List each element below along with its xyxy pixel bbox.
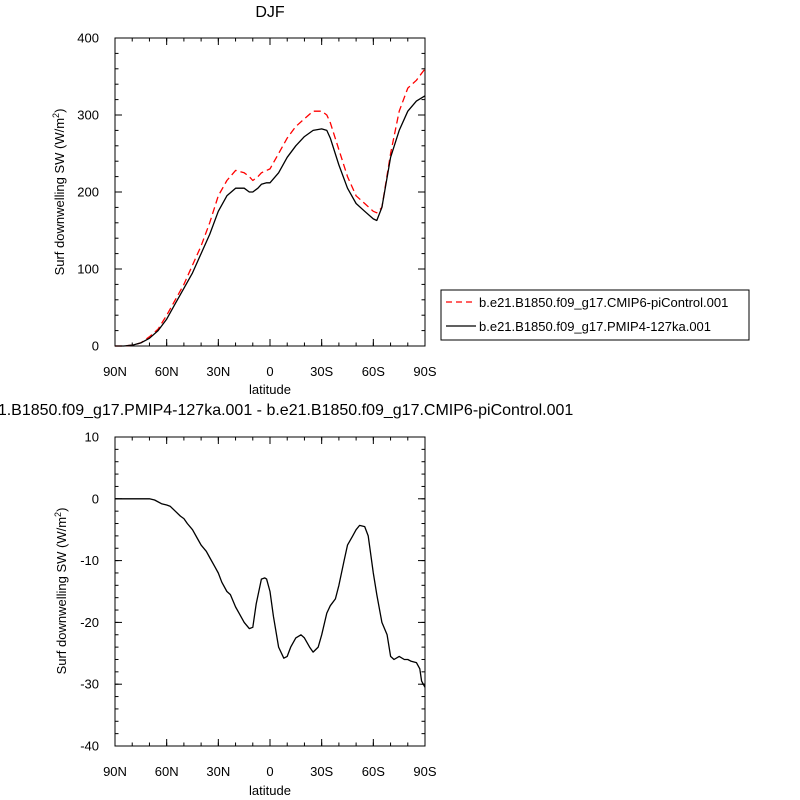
- bottom-chart-title: b.e21.B1850.f09_g17.PMIP4-127ka.001 - b.…: [0, 402, 573, 419]
- bottom-y-tick-label: 0: [92, 491, 99, 506]
- top-y-axis-label: Surf downwelling SW (W/m2): [51, 109, 67, 276]
- top-plot-frame: [114, 37, 426, 347]
- top-y-tick-label: 400: [77, 31, 99, 46]
- bottom-x-axis-label: latitude: [249, 783, 291, 798]
- top-y-tick-label: 200: [77, 185, 99, 200]
- legend-box: [440, 289, 750, 341]
- top-x-tick-label: 30S: [310, 364, 333, 379]
- bottom-panel: b.e21.B1850.f09_g17.PMIP4-127ka.001 - b.…: [0, 402, 573, 798]
- top-x-tick-label: 30N: [206, 364, 230, 379]
- top-x-axis-label: latitude: [249, 382, 291, 397]
- top-x-tick-label: 90N: [103, 364, 127, 379]
- bottom-x-tick-label: 30S: [310, 764, 333, 779]
- bottom-axis-ticks: 90N 60N 30N 0 30S 60S 90S -40 -30 -20 -10 0 10: [80, 430, 437, 780]
- bottom-y-tick-label: -40: [80, 739, 99, 754]
- bottom-x-tick-label: 60N: [155, 764, 179, 779]
- top-x-tick-label: 0: [266, 364, 273, 379]
- bottom-y-tick-label: 10: [85, 430, 99, 445]
- bottom-x-tick-label: 90N: [103, 764, 127, 779]
- top-x-tick-label: 60S: [362, 364, 385, 379]
- bottom-series-lines: [115, 498, 426, 688]
- bottom-x-tick-label: 90S: [413, 764, 436, 779]
- bottom-y-tick-label: -10: [80, 553, 99, 568]
- top-series-line-2: [115, 95, 426, 347]
- legend-label-127ka: b.e21.B1850.f09_g17.PMIP4-127ka.001: [479, 319, 711, 334]
- top-series-lines: [115, 68, 426, 347]
- bottom-y-tick-label: -30: [80, 677, 99, 692]
- top-series-line-1: [115, 68, 426, 347]
- bottom-x-tick-label: 60S: [362, 764, 385, 779]
- top-x-tick-label: 60N: [155, 364, 179, 379]
- top-axis-ticks: 90N 60N 30N 0 30S 60S 90S 0 100 200 300 400: [77, 31, 437, 380]
- bottom-x-tick-label: 0: [266, 764, 273, 779]
- bottom-y-tick-label: -20: [80, 615, 99, 630]
- bottom-series-line-1: [115, 498, 426, 688]
- bottom-y-axis-label: Surf downwelling SW (W/m2): [53, 508, 69, 675]
- top-x-tick-label: 90S: [413, 364, 436, 379]
- legend-label-picontrol: b.e21.B1850.f09_g17.CMIP6-piControl.001: [479, 295, 728, 310]
- legend: b.e21.B1850.f09_g17.CMIP6-piControl.001 …: [440, 289, 750, 341]
- top-y-tick-label: 100: [77, 262, 99, 277]
- top-panel: DJF 90N 60N 30N 0 30S 60S 90S 0 100 200 300 400 lat…: [51, 4, 437, 397]
- bottom-x-tick-label: 30N: [206, 764, 230, 779]
- top-y-tick-label: 300: [77, 108, 99, 123]
- top-chart-title: DJF: [255, 4, 285, 21]
- top-y-tick-label: 0: [92, 339, 99, 354]
